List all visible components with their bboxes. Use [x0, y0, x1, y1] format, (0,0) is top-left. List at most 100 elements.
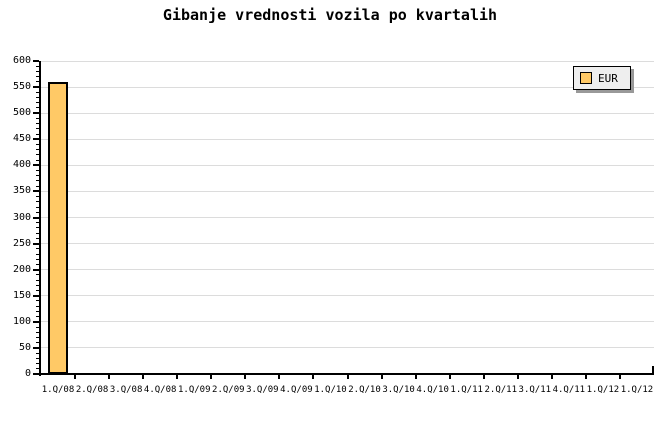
x-tick-label: 3.Q/08 — [109, 385, 143, 395]
y-minor-tick — [36, 305, 39, 307]
y-major-tick — [33, 112, 39, 115]
y-minor-tick — [36, 316, 39, 318]
y-tick-label: 200 — [12, 263, 31, 275]
y-minor-tick — [36, 342, 39, 344]
x-tick — [312, 375, 315, 379]
y-minor-tick — [36, 279, 39, 281]
y-minor-tick — [36, 248, 39, 250]
y-gridline — [41, 321, 654, 323]
y-minor-tick — [36, 363, 39, 365]
x-tick-label: 1.Q/12 — [620, 385, 654, 395]
y-minor-tick — [36, 336, 39, 338]
y-minor-tick — [36, 232, 39, 234]
y-tick-label: 150 — [12, 289, 31, 301]
y-minor-tick — [36, 159, 39, 161]
legend-label: EUR — [598, 71, 618, 85]
x-tick-label: 1.Q/10 — [314, 385, 347, 395]
x-tick-label: 2.Q/09 — [212, 385, 245, 395]
y-minor-tick — [36, 143, 39, 145]
y-major-tick — [33, 138, 39, 141]
x-tick-label: 1.Q/09 — [177, 385, 211, 395]
legend: EUR — [573, 66, 631, 90]
y-tick-label: 600 — [12, 55, 31, 66]
y-minor-tick — [36, 175, 39, 177]
y-minor-tick — [36, 97, 39, 99]
x-tick — [482, 375, 485, 379]
x-tick-label: 1.Q/12 — [586, 385, 620, 395]
x-tick-label: 4.Q/10 — [416, 385, 449, 395]
x-tick-label: 4.Q/09 — [280, 385, 313, 395]
x-tick — [278, 375, 281, 379]
y-minor-tick — [36, 180, 39, 182]
y-major-tick — [33, 86, 39, 89]
x-axis-end-tick — [652, 366, 654, 373]
x-tick — [380, 375, 383, 379]
y-tick-label: 100 — [12, 315, 31, 327]
y-minor-tick — [36, 76, 39, 78]
y-minor-tick — [36, 70, 39, 72]
y-minor-tick — [36, 123, 39, 125]
y-major-tick — [33, 216, 39, 219]
x-tick — [346, 375, 349, 379]
y-major-tick — [33, 268, 39, 271]
y-minor-tick — [36, 227, 39, 229]
y-minor-tick — [36, 222, 39, 224]
y-tick-label: 450 — [12, 133, 31, 145]
y-minor-tick — [36, 253, 39, 255]
legend-swatch-eur — [580, 72, 592, 84]
bar-1.Q/08 — [48, 81, 69, 374]
y-tick-label: 500 — [12, 107, 31, 119]
y-minor-tick — [36, 154, 39, 156]
x-tick-label: 1.Q/11 — [450, 385, 483, 395]
y-minor-tick — [36, 352, 39, 354]
y-minor-tick — [36, 128, 39, 130]
y-minor-tick — [36, 196, 39, 198]
y-minor-tick — [36, 331, 39, 333]
x-tick-label: 1.Q/08 — [41, 385, 75, 395]
x-tick — [618, 375, 621, 379]
y-gridline — [41, 112, 654, 114]
y-minor-tick — [36, 284, 39, 286]
chart-title: Gibanje vrednosti vozila po kvartalih — [162, 6, 498, 24]
y-minor-tick — [36, 149, 39, 151]
y-minor-tick — [36, 133, 39, 135]
y-minor-tick — [36, 117, 39, 119]
x-tick-label: 3.Q/09 — [246, 385, 279, 395]
y-minor-tick — [36, 65, 39, 67]
x-tick — [414, 375, 417, 379]
y-tick-label: 400 — [12, 159, 31, 171]
y-gridline — [41, 217, 654, 218]
x-tick-label: 4.Q/08 — [143, 385, 177, 395]
x-tick-label: 2.Q/11 — [484, 385, 517, 395]
y-tick-label: 350 — [12, 185, 31, 197]
x-tick-label: 4.Q/11 — [552, 385, 586, 395]
y-tick-label: 550 — [12, 81, 31, 93]
y-gridline — [41, 60, 654, 62]
x-tick — [244, 375, 247, 379]
x-tick — [550, 375, 553, 379]
x-tick — [448, 375, 451, 379]
x-tick-label: 2.Q/08 — [75, 385, 109, 395]
y-major-tick — [33, 190, 39, 193]
x-tick — [108, 375, 111, 379]
x-tick — [176, 375, 179, 379]
y-tick-label: 0 — [24, 368, 31, 379]
x-axis-line — [39, 373, 654, 375]
y-minor-tick — [36, 81, 39, 83]
x-tick-label: 2.Q/10 — [348, 385, 381, 395]
y-minor-tick — [36, 263, 39, 265]
y-major-tick — [33, 60, 39, 62]
y-gridline — [41, 190, 654, 192]
y-minor-tick — [36, 237, 39, 239]
y-major-tick — [33, 294, 39, 297]
x-tick-label: 3.Q/10 — [382, 385, 415, 395]
y-minor-tick — [36, 310, 39, 312]
x-tick — [516, 375, 519, 379]
y-axis-line — [39, 61, 41, 376]
y-minor-tick — [36, 290, 39, 292]
y-minor-tick — [36, 185, 39, 187]
x-tick-label: 3.Q/11 — [518, 385, 552, 395]
y-major-tick — [33, 346, 39, 349]
